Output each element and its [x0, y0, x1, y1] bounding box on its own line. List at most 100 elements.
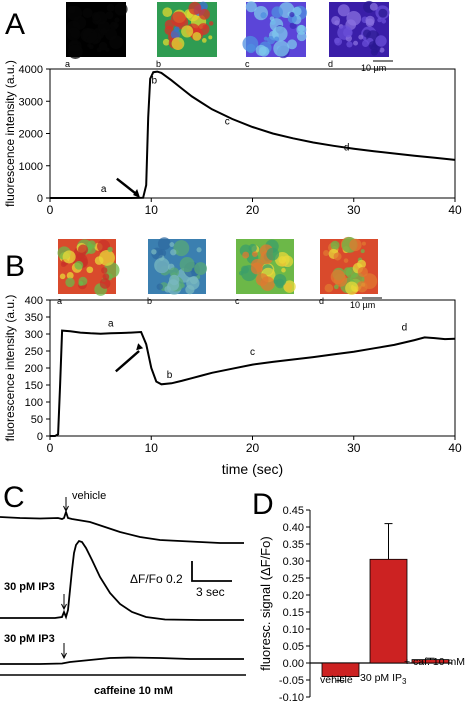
- micrograph-texture: [181, 25, 194, 38]
- y-tick-label: 400: [25, 295, 43, 307]
- micrograph-texture: [375, 35, 387, 47]
- micrograph-texture: [368, 40, 378, 50]
- micrograph-texture: [87, 240, 96, 249]
- panel-letter-b: B: [5, 250, 25, 283]
- micrograph-texture: [260, 12, 267, 19]
- x-tick-label: 30: [347, 441, 361, 455]
- panel-letter-d: D: [252, 488, 274, 521]
- category-label-ip3: 30 pM IP3: [360, 672, 407, 686]
- y-tick-label: 300: [25, 329, 43, 341]
- micrograph-scale-bar-label: 10 µm: [361, 63, 386, 73]
- bar-1: [369, 558, 408, 664]
- micrograph-texture: [330, 269, 346, 285]
- x-tick-label: 40: [448, 203, 462, 217]
- micrograph-texture: [66, 27, 81, 41]
- micrograph-texture: [194, 262, 208, 275]
- ip3-label-1: 30 pM IP3: [4, 581, 55, 593]
- micrograph-texture: [248, 243, 257, 253]
- micrograph-texture: [346, 10, 362, 26]
- micrograph-scale-bar-label: 10 µm: [350, 300, 375, 310]
- stimulus-arrowhead: [136, 343, 144, 351]
- micrograph-texture: [192, 31, 202, 41]
- y-tick-label: 100: [25, 397, 43, 409]
- stimulus-arrow: [115, 350, 140, 373]
- panel-a-plot: 0 10 20 30 40 0 1000 2000 3000 4000 a b c d fluorescen…: [3, 60, 462, 217]
- micrograph-texture: [245, 1, 257, 13]
- micrograph-texture: [251, 251, 258, 257]
- micrograph-texture: [174, 26, 180, 32]
- micrograph-texture: [170, 11, 187, 27]
- curve-label-d: d: [344, 142, 350, 153]
- ip3-label-2: 30 pM IP3: [4, 633, 55, 645]
- micrograph-label: a: [65, 59, 70, 69]
- y-axis-label: fluoresc. signal (ΔF/Fo): [258, 536, 273, 670]
- x-tick-label: 20: [246, 441, 260, 455]
- micrograph-texture: [333, 252, 342, 261]
- micrograph-texture: [266, 247, 280, 261]
- x-tick-label: 10: [145, 441, 159, 455]
- micrograph-texture: [186, 276, 200, 290]
- micrograph-texture: [162, 7, 173, 18]
- y-tick-label: 0.10: [283, 624, 304, 636]
- micrograph-texture: [88, 44, 94, 50]
- micrograph-texture: [91, 12, 101, 21]
- micrograph-texture: [365, 15, 375, 26]
- panel-b: B a b c d 10 µm 0 10 20 30 400501001502002503003…: [3, 236, 462, 477]
- micrograph-texture: [238, 270, 244, 276]
- micrograph-texture: [99, 249, 115, 266]
- micrograph-texture: [151, 249, 157, 255]
- micrograph-texture: [170, 249, 177, 256]
- y-tick-label: 0.35: [283, 539, 304, 551]
- ip3-arrow-2: [61, 643, 67, 660]
- y-tick-label: 0: [37, 193, 43, 205]
- ip3-subscript: 3: [402, 677, 407, 686]
- panel-letter-c: C: [3, 481, 25, 514]
- y-tick-label: 2000: [19, 129, 43, 141]
- micrograph-texture: [82, 7, 93, 19]
- micrograph-label: a: [57, 296, 62, 306]
- micrograph-texture: [357, 266, 368, 278]
- micrograph-texture: [255, 44, 267, 56]
- micrograph-texture: [107, 246, 113, 253]
- panel-c: C vehicle 30 pM IP3 ΔF/Fo 0.2 3 sec 30 p…: [0, 481, 246, 697]
- micrograph-texture: [164, 19, 175, 30]
- micrograph-texture: [109, 21, 119, 30]
- y-tick-label: 0.20: [283, 590, 304, 602]
- micrograph-texture: [62, 250, 76, 264]
- micrograph-texture: [169, 242, 175, 248]
- micrograph-texture: [97, 239, 111, 253]
- micrograph-texture: [86, 266, 94, 274]
- curve-label-c: c: [250, 347, 255, 358]
- y-tick-label: 0.45: [283, 505, 304, 517]
- series-line: [50, 70, 456, 199]
- micrograph-texture: [169, 267, 180, 278]
- y-tick-label: 0.00: [283, 658, 304, 670]
- y-tick-label: -0.10: [279, 692, 304, 701]
- micrograph-texture: [273, 40, 290, 57]
- micrograph-texture: [59, 273, 66, 280]
- micrograph-texture: [67, 43, 83, 59]
- micrograph-texture: [196, 247, 202, 253]
- y-axis-label: fluorescence intensity (a.u.): [3, 295, 17, 442]
- ip3-trace: [0, 539, 244, 621]
- micrograph-texture: [369, 2, 378, 11]
- micrograph-texture: [296, 31, 307, 42]
- category-label-vehicle: vehicle: [320, 674, 353, 686]
- scale-bar-x-label: 3 sec: [196, 585, 225, 599]
- micrograph-texture: [114, 2, 128, 16]
- micrograph-texture: [156, 283, 163, 290]
- micrograph-texture: [109, 35, 123, 49]
- curve-label-a: a: [101, 184, 107, 195]
- micrograph-texture: [343, 27, 353, 38]
- micrograph-texture: [250, 262, 263, 275]
- micrograph-label: b: [156, 59, 161, 69]
- micrograph-texture: [273, 279, 279, 285]
- panel-d-plot: 0.45 0.40 0.35 0.30 0.25 0.20 0.15 0.10 0.05 0.00…: [258, 505, 465, 701]
- micrograph-texture: [157, 237, 171, 251]
- micrograph-texture: [199, 8, 210, 20]
- micrograph-texture: [77, 244, 89, 255]
- y-tick-label: 0.40: [283, 522, 304, 534]
- micrograph-texture: [170, 29, 181, 40]
- micrograph-texture: [289, 11, 295, 18]
- vehicle-trace: [0, 509, 244, 544]
